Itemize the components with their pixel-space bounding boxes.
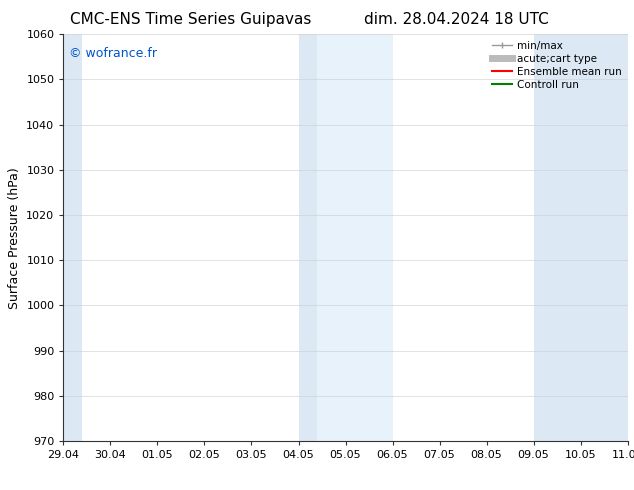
Bar — [299, 34, 317, 441]
Bar — [63, 34, 82, 441]
Text: © wofrance.fr: © wofrance.fr — [69, 47, 157, 59]
Legend: min/max, acute;cart type, Ensemble mean run, Controll run: min/max, acute;cart type, Ensemble mean … — [488, 36, 626, 94]
Text: dim. 28.04.2024 18 UTC: dim. 28.04.2024 18 UTC — [364, 12, 549, 27]
Bar — [317, 34, 392, 441]
Text: CMC-ENS Time Series Guipavas: CMC-ENS Time Series Guipavas — [70, 12, 311, 27]
Y-axis label: Surface Pressure (hPa): Surface Pressure (hPa) — [8, 167, 21, 309]
Bar — [534, 34, 628, 441]
